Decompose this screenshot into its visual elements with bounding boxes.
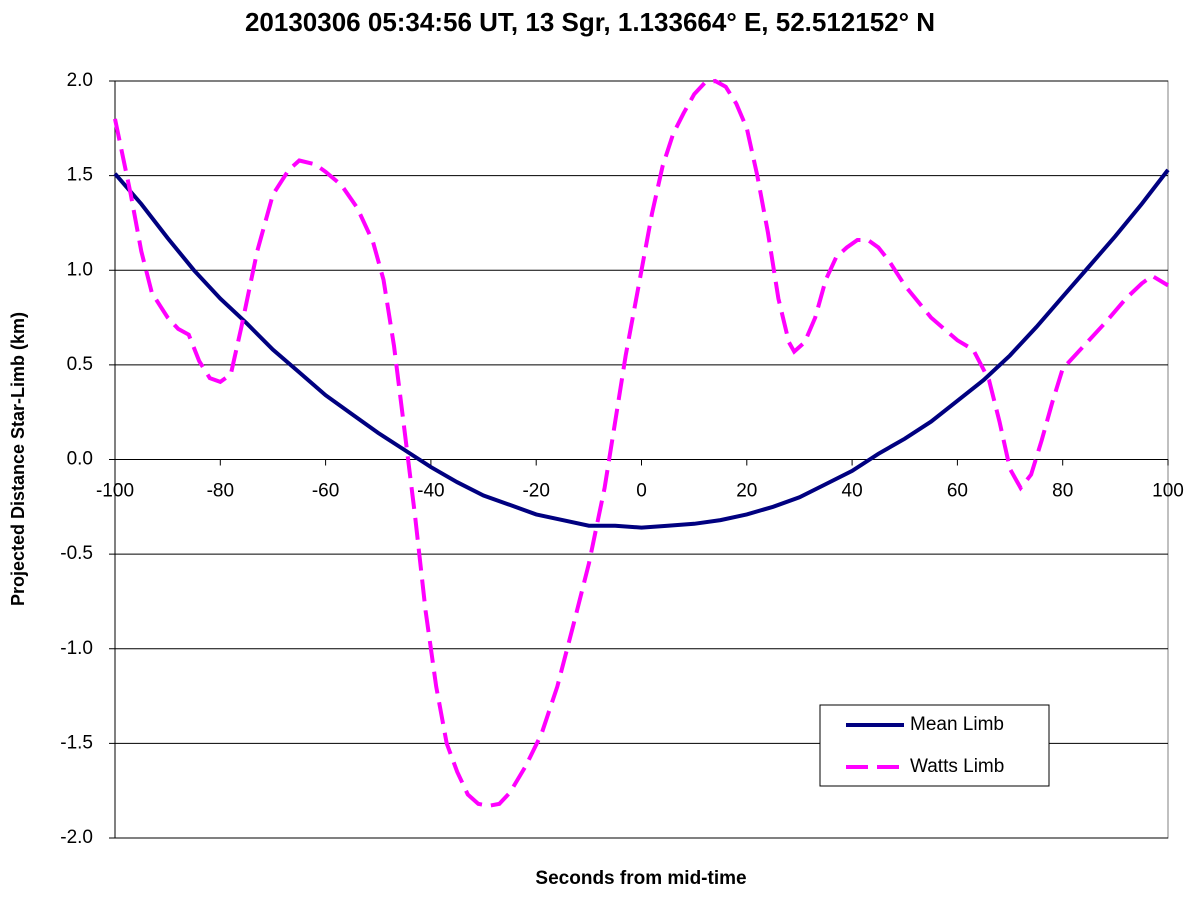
y-tick-label: 2.0 xyxy=(67,70,93,91)
x-tick-label: -60 xyxy=(312,481,339,502)
y-axis-label: Projected Distance Star-Limb (km) xyxy=(8,312,28,606)
x-tick-label: -40 xyxy=(417,481,444,502)
legend-label: Mean Limb xyxy=(910,714,1004,735)
y-tick-label: -1.0 xyxy=(60,638,93,659)
x-tick-label: -80 xyxy=(207,481,234,502)
chart-title: 20130306 05:34:56 UT, 13 Sgr, 1.133664° … xyxy=(245,7,935,37)
y-tick-label: 0.5 xyxy=(67,354,93,375)
x-tick-label: 100 xyxy=(1152,481,1184,502)
y-tick-label: 1.0 xyxy=(67,259,93,280)
series-line xyxy=(113,168,1170,530)
y-tick-label: -2.0 xyxy=(60,827,93,848)
series-line xyxy=(113,78,1170,808)
x-tick-label: -100 xyxy=(96,481,134,502)
x-tick-label: -20 xyxy=(522,481,549,502)
x-tick-label: 40 xyxy=(842,481,863,502)
legend-label: Watts Limb xyxy=(910,756,1004,777)
y-tick-label: -0.5 xyxy=(60,543,93,564)
x-tick-label: 0 xyxy=(636,481,647,502)
x-axis-label: Seconds from mid-time xyxy=(535,868,746,889)
x-tick-label: 80 xyxy=(1052,481,1073,502)
x-tick-label: 60 xyxy=(947,481,968,502)
y-tick-label: -1.5 xyxy=(60,732,93,753)
y-tick-label: 0.0 xyxy=(67,449,93,470)
legend xyxy=(819,704,1050,787)
y-tick-label: 1.5 xyxy=(67,165,93,186)
x-tick-label: 20 xyxy=(736,481,757,502)
